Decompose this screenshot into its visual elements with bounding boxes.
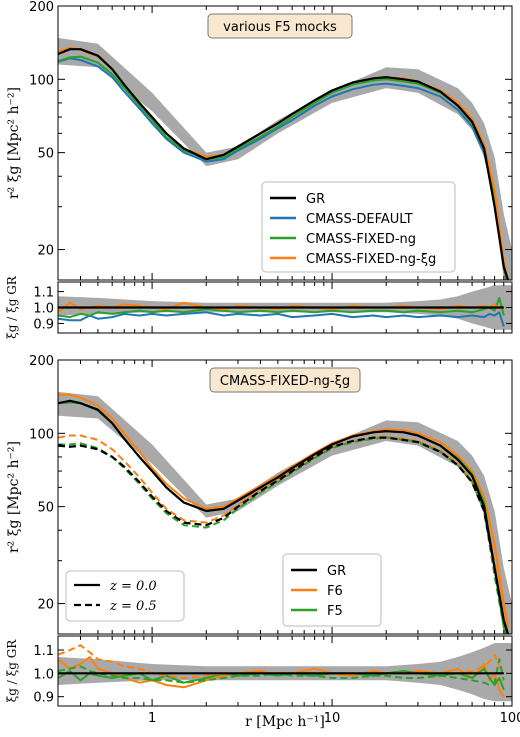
legend-label: GR <box>306 192 325 207</box>
y-tick-label: 1.1 <box>33 286 54 301</box>
series-line-f5-z00 <box>58 667 505 691</box>
legend-label: F5 <box>327 604 343 619</box>
y-tick-label: 200 <box>29 354 54 369</box>
series-line-f6-z00 <box>58 393 509 628</box>
panel-title: various F5 mocks <box>223 20 337 35</box>
panel-frame <box>57 5 513 281</box>
legend-label: CMASS-FIXED-ng <box>306 232 416 247</box>
y-tick-label: 0.9 <box>33 317 54 332</box>
panel-frame <box>57 359 513 635</box>
y-tick-label: 1.0 <box>33 667 54 682</box>
series-line-cmass-fixed-ng <box>58 296 505 319</box>
series-line-gr-z00 <box>58 399 510 634</box>
y-tick-label: 0.9 <box>33 691 54 706</box>
legend-label: z = 0.5 <box>109 599 157 614</box>
x-tick-label: 10 <box>324 711 341 726</box>
series-layer <box>58 46 510 698</box>
panel-frame <box>57 635 513 707</box>
y-tick-label: 100 <box>29 427 54 442</box>
legend-label: z = 0.0 <box>109 579 157 594</box>
series-line-gr <box>58 48 510 280</box>
legend-bottom-redshift <box>65 570 185 622</box>
y-tick-label: 200 <box>29 0 54 15</box>
x-tick-label: 1 <box>148 711 156 726</box>
y-tick-label: 50 <box>37 147 54 162</box>
legend-label: CMASS-DEFAULT <box>306 212 413 227</box>
y-axis-label: r² ξg [Mpc² h⁻²] <box>6 87 22 199</box>
y-tick-label: 100 <box>29 73 54 88</box>
x-tick-label: 100 <box>500 711 520 726</box>
legend-bottom-models <box>282 553 382 627</box>
series-line-cmass-default <box>58 311 505 327</box>
y-tick-label: 20 <box>37 244 54 259</box>
title-box <box>209 367 361 393</box>
y-axis-label: ξg / ξg GR <box>5 275 19 339</box>
y-tick-label: 20 <box>37 598 54 613</box>
legend-label: CMASS-FIXED-ng-ξg <box>306 252 436 267</box>
series-line-cmass-default <box>58 57 508 280</box>
y-axis-label: r² ξg [Mpc² h⁻²] <box>6 441 22 553</box>
legend-label: GR <box>327 564 346 579</box>
title-box <box>207 13 353 39</box>
error-band <box>58 643 512 702</box>
legend-label: F6 <box>327 584 343 599</box>
panel-title: CMASS-FIXED-ng-ξg <box>220 374 350 389</box>
x-axis-label: r [Mpc h⁻¹] <box>245 714 325 730</box>
legend-top <box>261 181 456 273</box>
legends-layer: various F5 mocks CMASS-FIXED-ng-ξg GR CMASS… <box>65 13 456 627</box>
y-axis-label: ξg / ξg GR <box>5 639 19 703</box>
series-line-gr-z05 <box>58 436 510 634</box>
y-tick-label: 50 <box>37 501 54 516</box>
y-tick-label: 1.0 <box>33 302 54 317</box>
series-line-f5-z05 <box>58 658 505 686</box>
y-tick-label: 1.1 <box>33 644 54 659</box>
